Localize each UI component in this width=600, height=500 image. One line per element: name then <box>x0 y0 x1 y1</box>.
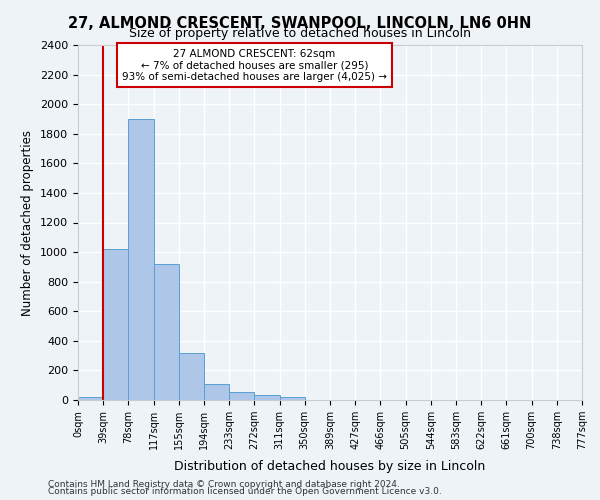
Bar <box>154 264 179 400</box>
Text: 27 ALMOND CRESCENT: 62sqm
← 7% of detached houses are smaller (295)
93% of semi-: 27 ALMOND CRESCENT: 62sqm ← 7% of detach… <box>122 48 387 82</box>
Bar <box>78 397 103 400</box>
Bar <box>204 384 229 400</box>
Bar <box>280 397 305 400</box>
Text: Contains HM Land Registry data © Crown copyright and database right 2024.: Contains HM Land Registry data © Crown c… <box>48 480 400 489</box>
X-axis label: Distribution of detached houses by size in Lincoln: Distribution of detached houses by size … <box>175 460 485 473</box>
Text: Size of property relative to detached houses in Lincoln: Size of property relative to detached ho… <box>129 28 471 40</box>
Text: 27, ALMOND CRESCENT, SWANPOOL, LINCOLN, LN6 0HN: 27, ALMOND CRESCENT, SWANPOOL, LINCOLN, … <box>68 16 532 31</box>
Bar <box>254 395 280 400</box>
Text: Contains public sector information licensed under the Open Government Licence v3: Contains public sector information licen… <box>48 487 442 496</box>
Bar <box>128 119 154 400</box>
Bar <box>103 249 128 400</box>
Bar <box>179 354 204 400</box>
Y-axis label: Number of detached properties: Number of detached properties <box>22 130 34 316</box>
Bar <box>229 392 254 400</box>
